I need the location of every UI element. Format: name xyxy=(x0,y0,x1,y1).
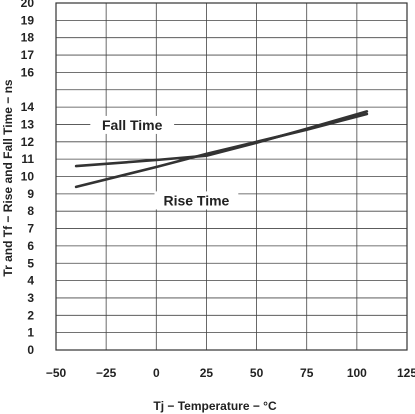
grid-lines xyxy=(55,2,408,351)
y-tick-label: 0 xyxy=(27,343,34,357)
annotations: Fall Time Rise Time xyxy=(90,115,239,210)
annotation-background xyxy=(90,115,175,134)
x-axis-label: Tj − Temperature − °C xyxy=(153,399,277,413)
y-tick-label: 11 xyxy=(21,152,34,166)
y-tick-label: 7 xyxy=(27,222,34,236)
y-tick-label: 3 xyxy=(27,291,34,305)
data-series xyxy=(74,110,369,189)
y-tick-label: 6 xyxy=(27,239,34,253)
y-tick-label: 1 xyxy=(27,326,34,340)
x-tick-label: 100 xyxy=(347,366,367,380)
annotation-label: Fall Time xyxy=(102,117,163,133)
y-tick-label: 16 xyxy=(21,65,35,79)
plot-frame xyxy=(55,2,408,351)
y-tick-label: 9 xyxy=(27,187,34,201)
annotation-label: Rise Time xyxy=(163,192,229,208)
x-tick-label: 25 xyxy=(200,366,214,380)
y-tick-label: 4 xyxy=(27,274,34,288)
x-tick-label: 50 xyxy=(250,366,264,380)
y-tick-label: 5 xyxy=(27,256,34,270)
x-tick-label: 0 xyxy=(153,366,160,380)
y-tick-label: 18 xyxy=(21,31,35,45)
y-tick-label: 13 xyxy=(21,117,35,131)
x-tick-label: 125 xyxy=(397,366,415,380)
y-tick-label: 20 xyxy=(21,0,35,10)
annotation-background xyxy=(154,191,239,210)
y-tick-label: 2 xyxy=(27,308,34,322)
series-line-rise-time xyxy=(74,112,369,189)
y-tick-label: 10 xyxy=(21,170,35,184)
x-tick-label: −25 xyxy=(96,366,117,380)
y-tick-label: 17 xyxy=(21,48,35,62)
x-tick-label: 75 xyxy=(300,366,314,380)
y-tick-label: 12 xyxy=(21,135,35,149)
y-axis-label: Tr and Tf − Rise and Fall Time − ns xyxy=(1,79,15,276)
y-tick-label: 14 xyxy=(21,100,35,114)
y-tick-label: 8 xyxy=(27,204,34,218)
y-tick-label: 19 xyxy=(21,13,35,27)
x-tick-labels: −50 −25 0 25 50 75 100 125 xyxy=(46,366,415,380)
x-tick-label: −50 xyxy=(46,366,67,380)
